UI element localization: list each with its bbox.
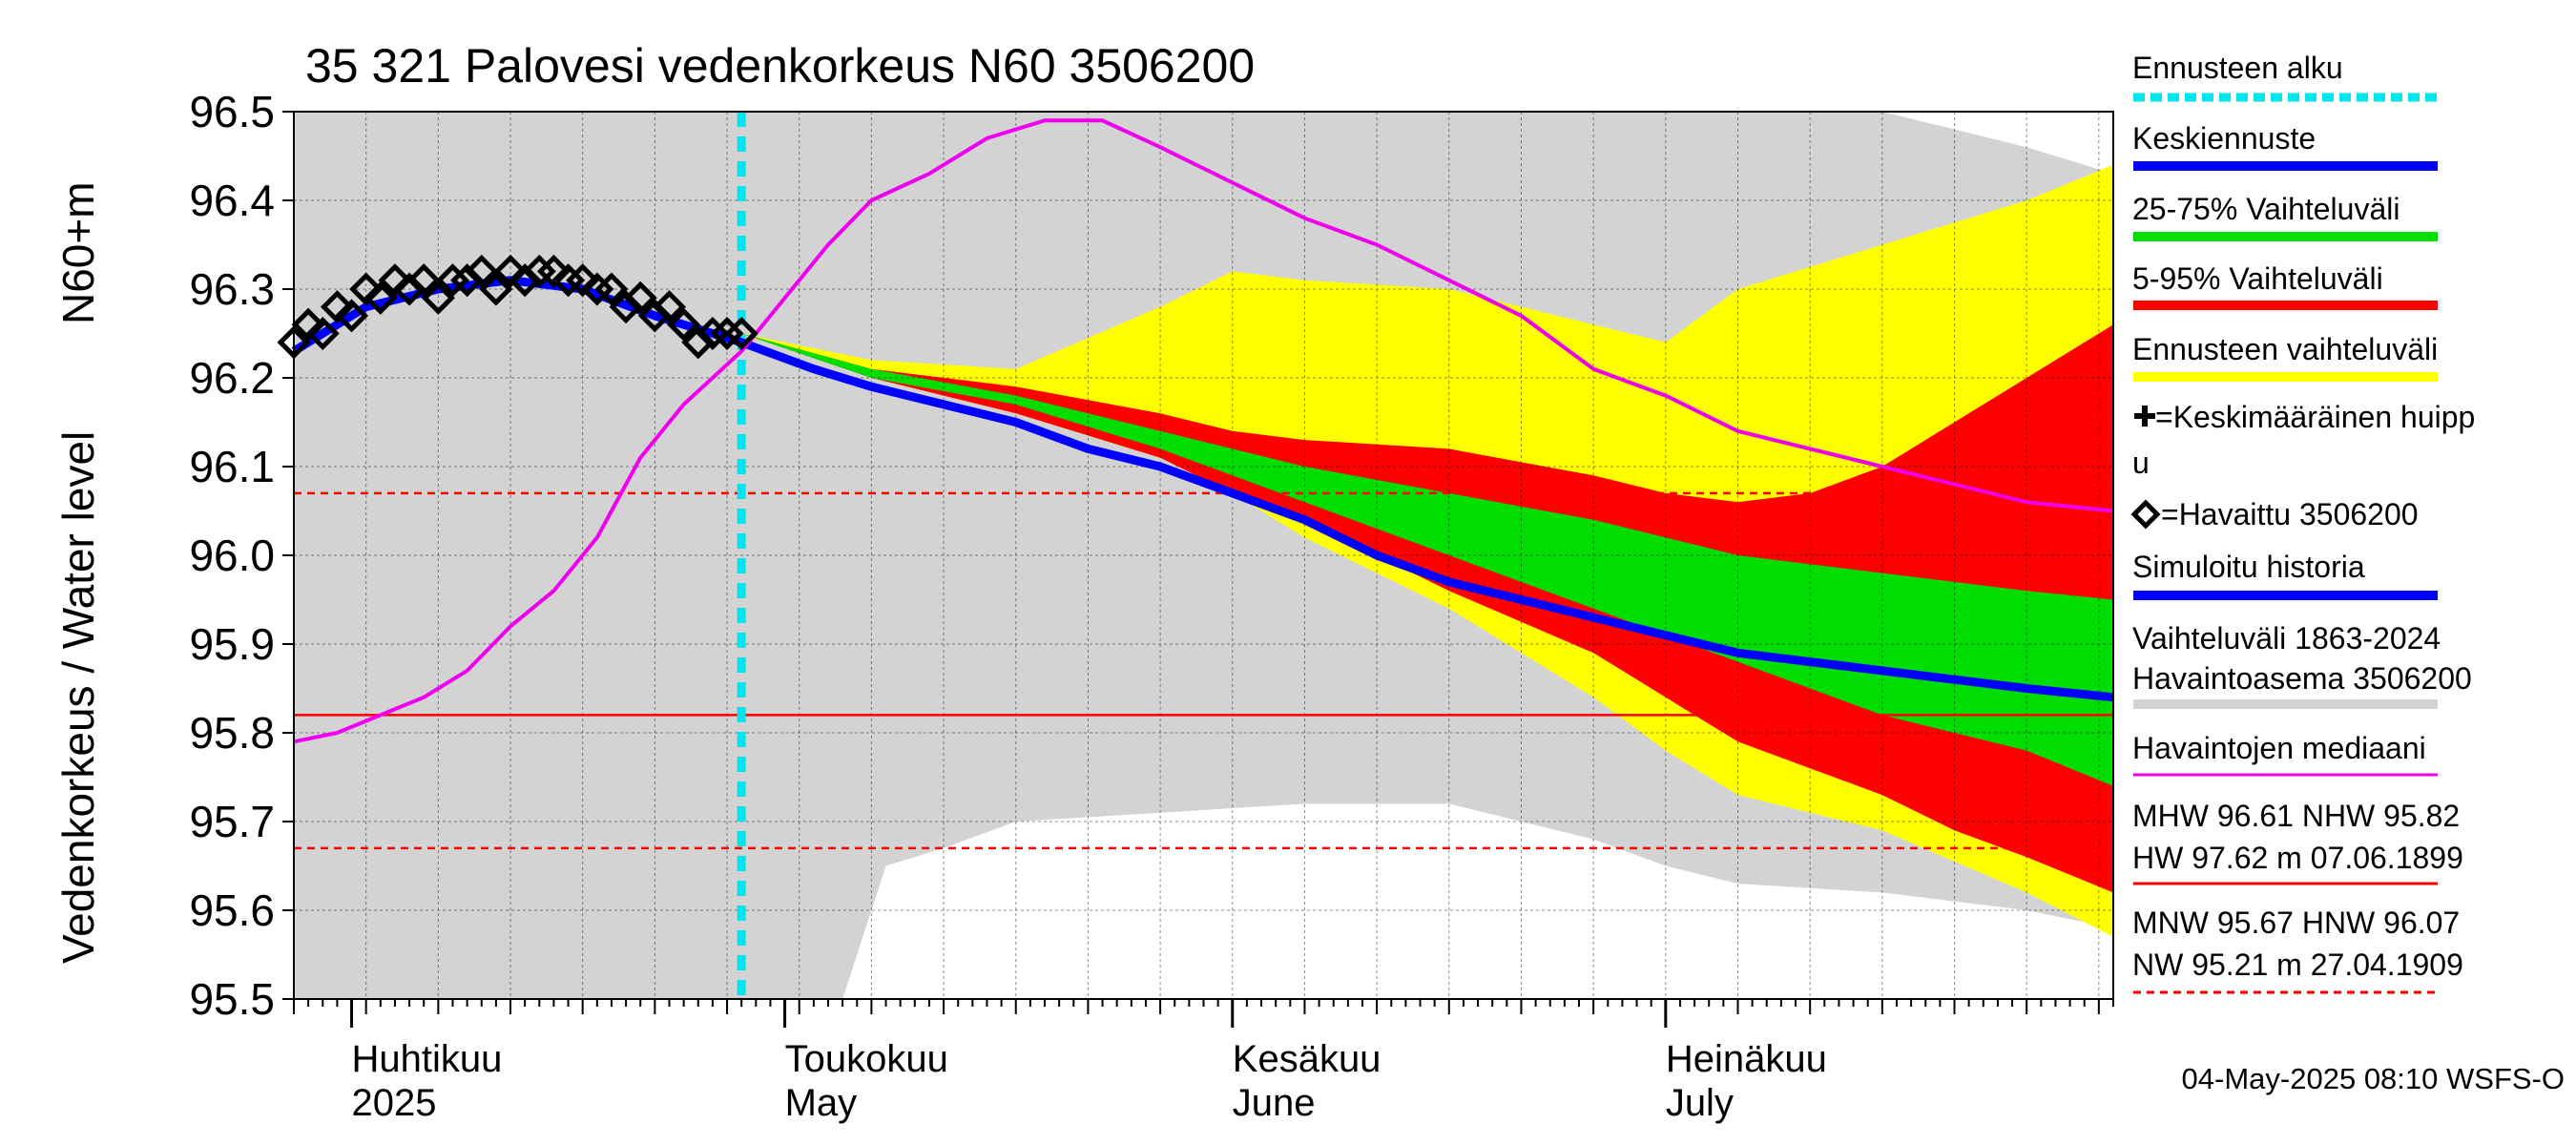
observed-point: [305, 316, 340, 351]
observed-point: [479, 272, 513, 306]
legend-item-havaittu-3506200-label: =Havaittu 3506200: [2161, 497, 2419, 531]
observed-point: [637, 299, 672, 333]
series-keskiennuste: [291, 276, 2114, 702]
legend-item-keskiennuste-label: Keskiennuste: [2132, 121, 2316, 156]
month-label: Heinäkuu: [1666, 1038, 1827, 1080]
observed-point: [421, 281, 455, 315]
legend-item-vaihteluv-li-1863-2024-label-2: Havaintoasema 3506200: [2132, 661, 2472, 696]
y-tick-label: 96.1: [189, 442, 275, 491]
observed-point: [406, 263, 441, 298]
legend: Ennusteen alku Keskiennuste 25-75% Vaihtel…: [2130, 51, 2475, 994]
observed-point: [320, 290, 354, 324]
legend-item-ennusteen-vaihteluv-li-label: Ennusteen vaihteluväli: [2132, 332, 2438, 366]
observed-point: [623, 281, 657, 315]
observed-point: [291, 307, 325, 342]
observed-point: [667, 307, 701, 342]
y-axis-ticks: 95.5 95.6 95.7 95.8 95.9 96.0 96.1 96.2 96.3 96.4…: [189, 87, 294, 1024]
y-tick-label: 95.8: [189, 708, 275, 758]
y-tick-label: 95.6: [189, 885, 275, 935]
observed-point: [364, 281, 398, 315]
month-label-secondary: 2025: [352, 1082, 437, 1124]
observed-point: [335, 299, 369, 333]
band-25-75-vaihteluv-li: [741, 333, 2113, 786]
legend-item-keskim-r-inen-huipp-label-2: u: [2132, 446, 2150, 480]
month-label-secondary: June: [1233, 1082, 1316, 1124]
observed-point: [508, 263, 542, 298]
y-axis-label: Vedenkorkeus / Water level: [53, 431, 103, 964]
observed-point: [465, 254, 499, 288]
month-label: Huhtikuu: [352, 1038, 503, 1080]
month-label-secondary: May: [785, 1082, 858, 1124]
observed-point: [594, 272, 629, 306]
legend-item-havaintojen-mediaani-label: Havaintojen mediaani: [2132, 731, 2426, 765]
legend-item-havaittu-3506200-symbol: [2130, 499, 2161, 530]
observed-point: [392, 272, 426, 306]
plot-area: [277, 111, 2114, 1000]
y-tick-label: 96.4: [189, 176, 275, 225]
footer-timestamp: 04-May-2025 08:10 WSFS-O: [2182, 1062, 2565, 1095]
y-tick-label: 95.5: [189, 974, 275, 1024]
legend-item-simuloitu-historia-label: Simuloitu historia: [2132, 550, 2365, 584]
legend-item-keskim-r-inen-huipp-symbol: [2134, 406, 2155, 427]
legend-item-mnw-95-67-hnw-96-07-label: MNW 95.67 HNW 96.07: [2132, 906, 2460, 940]
month-label: Toukokuu: [785, 1038, 948, 1080]
observed-point: [609, 290, 643, 324]
band-5-95-vaihteluv-li: [741, 324, 2113, 893]
chart-title: 35 321 Palovesi vedenkorkeus N60 3506200: [305, 39, 1255, 93]
observed-point: [349, 272, 384, 306]
legend-item-5-95-vaihteluv-li-label: 5-95% Vaihteluväli: [2132, 261, 2383, 296]
legend-item-mnw-95-67-hnw-96-07-label-2: NW 95.21 m 27.04.1909: [2132, 947, 2463, 982]
legend-item-vaihteluv-li-1863-2024-label: Vaihteluväli 1863-2024: [2132, 621, 2441, 656]
observed-point: [566, 263, 600, 298]
legend-item-mhw-96-61-nhw-95-82-label: MHW 96.61 NHW 95.82: [2132, 799, 2460, 833]
series-havaintojen-mediaani: [293, 118, 2114, 744]
observed-point: [493, 254, 528, 288]
legend-item-ennusteen-alku-label: Ennusteen alku: [2132, 51, 2343, 85]
observed-point: [378, 263, 412, 298]
y-axis-unit-label: N60+m: [53, 181, 103, 324]
y-tick-label: 96.5: [189, 87, 275, 136]
observed-point: [724, 316, 758, 351]
y-tick-label: 96.2: [189, 353, 275, 403]
legend-item-25-75-vaihteluv-li-label: 25-75% Vaihteluväli: [2132, 192, 2399, 226]
observed-point: [681, 325, 716, 360]
month-label-secondary: July: [1666, 1082, 1734, 1124]
y-tick-label: 95.7: [189, 797, 275, 846]
month-label: Kesäkuu: [1233, 1038, 1381, 1080]
legend-item-mhw-96-61-nhw-95-82-label-2: HW 97.62 m 07.06.1899: [2132, 841, 2463, 875]
legend-item-keskim-r-inen-huipp-label: =Keskimääräinen huipp: [2155, 400, 2475, 434]
observed-point: [652, 290, 687, 324]
y-tick-label: 95.9: [189, 619, 275, 669]
y-tick-label: 96.3: [189, 264, 275, 314]
observed-point: [450, 263, 485, 298]
observed-point: [536, 254, 571, 288]
y-tick-label: 96.0: [189, 531, 275, 580]
band-vaihteluv-li-1863-2024: [294, 112, 2113, 999]
